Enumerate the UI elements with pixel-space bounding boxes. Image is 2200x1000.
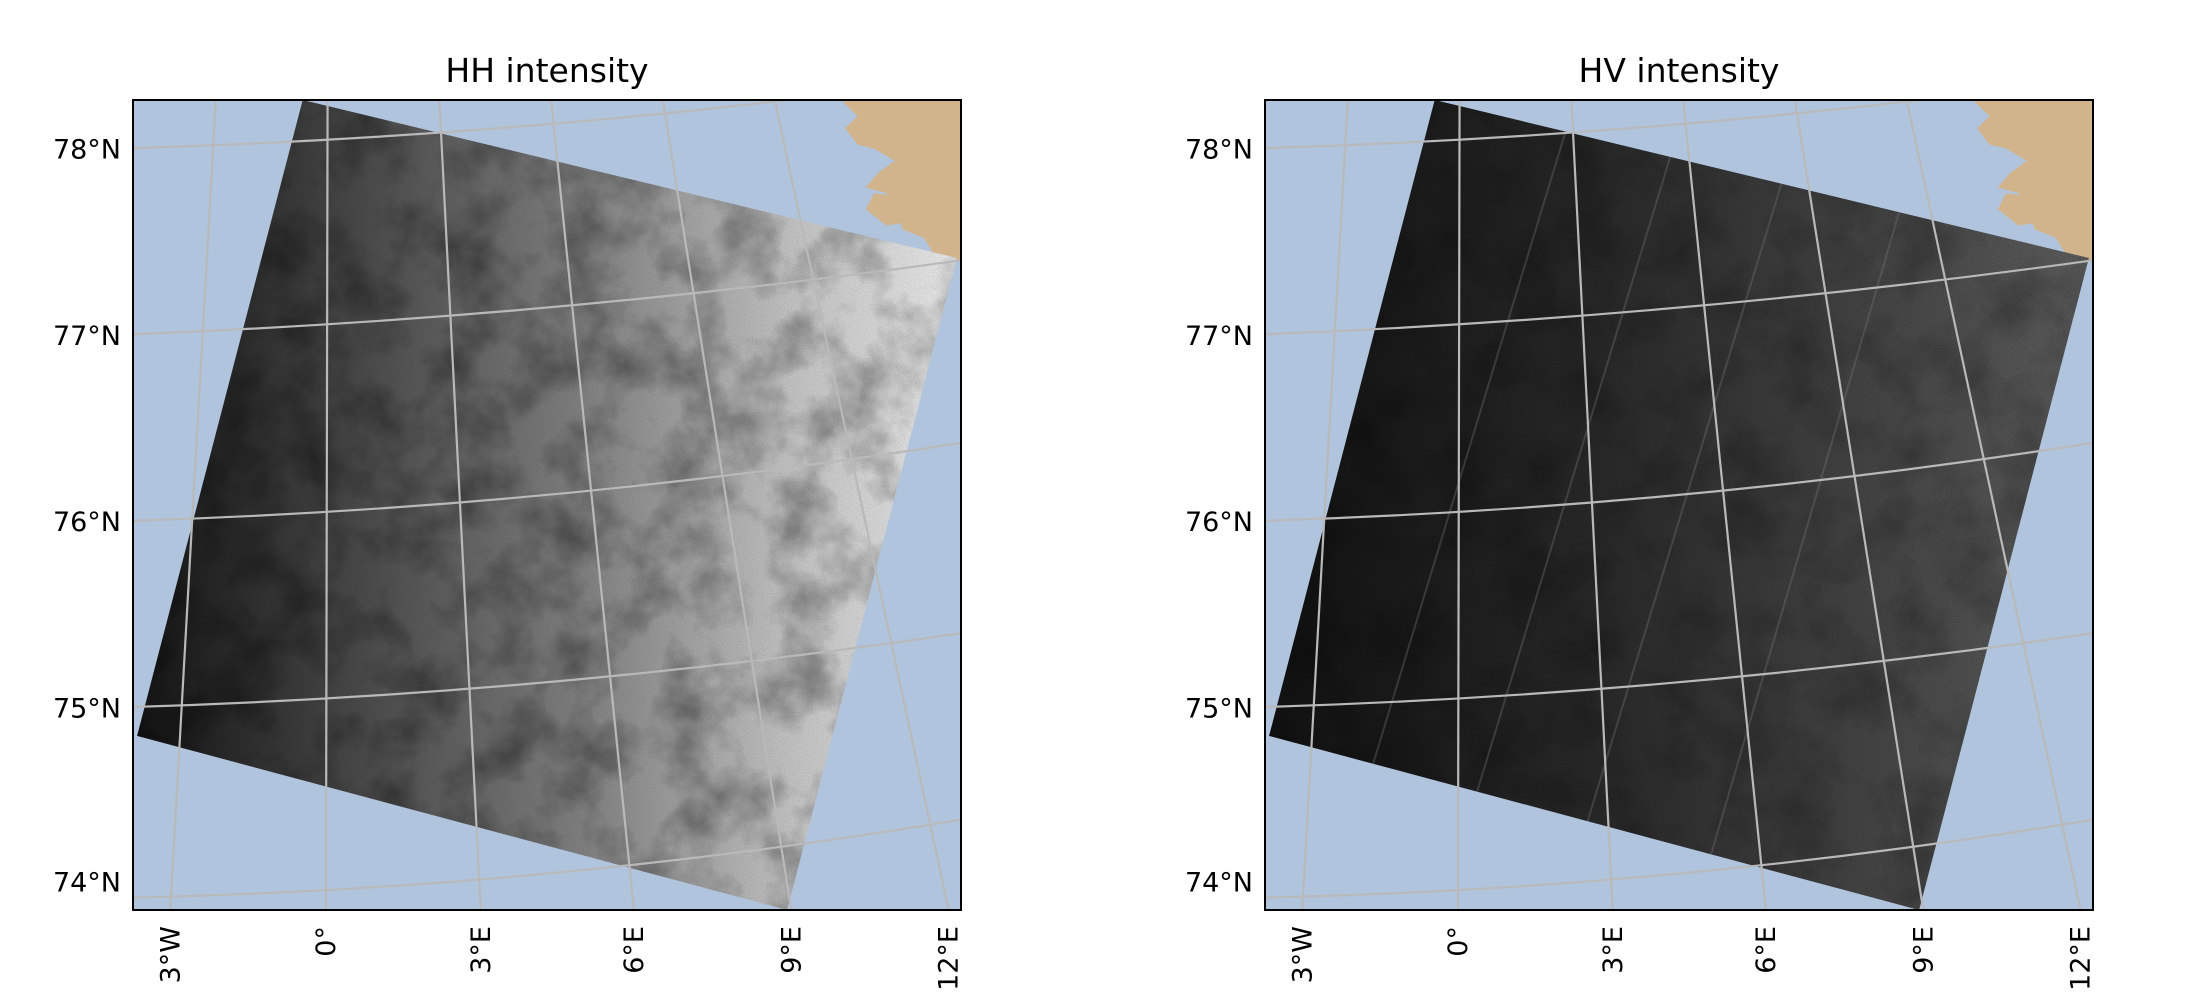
lon-tick-label: 3°E bbox=[1598, 926, 1629, 974]
lat-tick-label: 77°N bbox=[53, 321, 121, 352]
axes-frame bbox=[132, 99, 962, 911]
panel-title: HH intensity bbox=[445, 51, 648, 90]
lon-tick-label: 0° bbox=[1443, 926, 1474, 957]
lon-tick-label: 3°E bbox=[466, 926, 497, 974]
lat-tick-label: 76°N bbox=[1185, 507, 1253, 538]
panel-title: HV intensity bbox=[1579, 51, 1780, 90]
lon-tick-label: 12°E bbox=[2066, 926, 2097, 991]
lat-tick-label: 77°N bbox=[1185, 321, 1253, 352]
lon-tick-label: 9°E bbox=[1908, 926, 1939, 974]
lat-tick-label: 78°N bbox=[53, 135, 121, 166]
lat-tick-label: 74°N bbox=[1185, 868, 1253, 899]
lon-tick-label: 6°E bbox=[619, 926, 650, 974]
land-area bbox=[840, 100, 961, 262]
axes-frame bbox=[1264, 99, 2094, 911]
lon-tick-label: 9°E bbox=[776, 926, 807, 974]
lat-tick-label: 75°N bbox=[53, 694, 121, 725]
lat-tick-label: 78°N bbox=[1185, 135, 1253, 166]
lat-tick-label: 75°N bbox=[1185, 694, 1253, 725]
lon-tick-label: 6°E bbox=[1751, 926, 1782, 974]
land-area bbox=[1972, 100, 2093, 262]
lon-tick-label: 0° bbox=[311, 926, 342, 957]
graticule bbox=[133, 100, 961, 910]
graticule bbox=[1265, 100, 2093, 910]
lat-tick-label: 74°N bbox=[53, 868, 121, 899]
map-panel-2: HV intensity 78°N 77°N 76°N 75°N 74°N 3°W 0° 3°E… bbox=[1185, 51, 2097, 991]
lat-tick-label: 76°N bbox=[53, 507, 121, 538]
lon-tick-label: 3°W bbox=[155, 926, 186, 983]
sar-image-swath bbox=[1269, 100, 2089, 910]
land-island bbox=[1997, 193, 2044, 226]
map-panel-1: HH intensity 78°N 77°N 76°N 75°N 74°N 3°W 0° 3°E… bbox=[53, 51, 965, 991]
lon-tick-label: 3°W bbox=[1287, 926, 1318, 983]
land-island bbox=[865, 193, 912, 226]
lon-tick-label: 12°E bbox=[934, 926, 965, 991]
